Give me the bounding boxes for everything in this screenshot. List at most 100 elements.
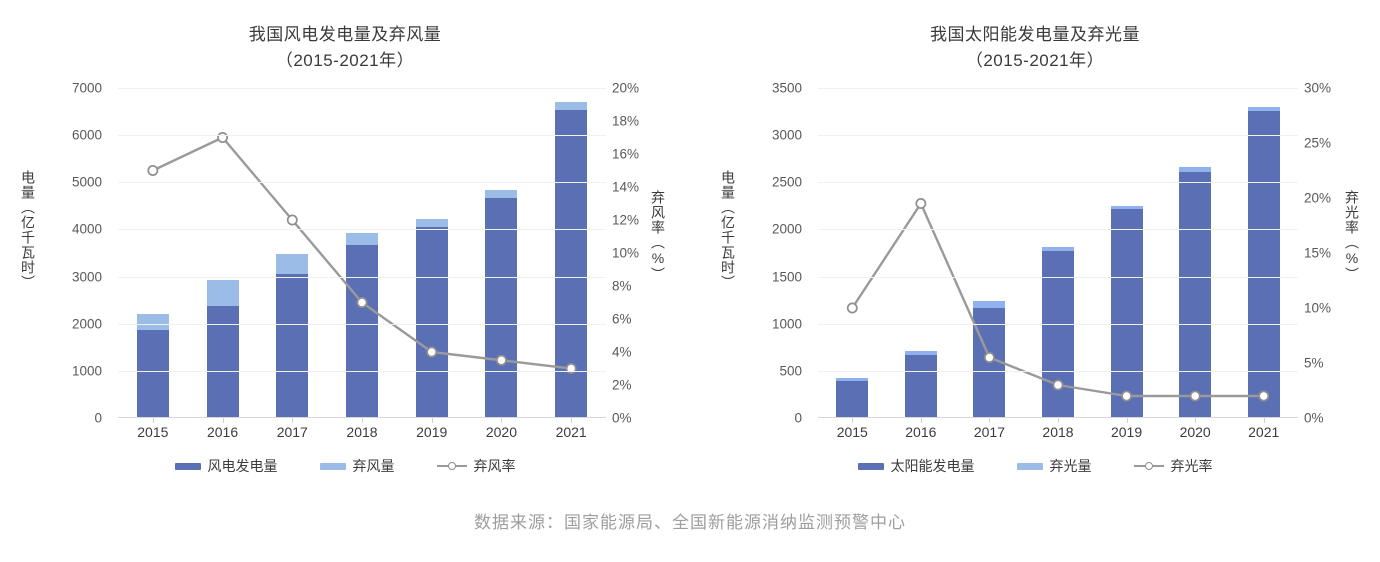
rate-line-solar (846, 198, 1270, 402)
legend-swatch-icon (174, 462, 201, 470)
bar-segment-generation (1247, 111, 1280, 418)
gridline (818, 370, 1298, 372)
bar-segment-generation (1110, 208, 1143, 418)
y2-tick-label: 14% (612, 179, 640, 195)
x-tick-label-2021: 2021 (1248, 424, 1280, 440)
gridline (118, 182, 606, 184)
rate-line-path (851, 202, 1264, 398)
legend-swatch-icon (319, 462, 346, 470)
legend-label: 弃风率 (473, 458, 516, 474)
bar-segment-generation (485, 198, 518, 418)
x-tick-label-2020: 2020 (1179, 424, 1211, 440)
bar-segment-curtailment (415, 218, 448, 227)
y-axis-title-solar-right: 弃光率（%） (1344, 190, 1360, 282)
gridline (118, 229, 606, 231)
rate-point-2015 (846, 302, 858, 314)
legend-item-0[interactable]: 风电发电量 (174, 456, 278, 476)
y-tick-label: 1500 (771, 269, 802, 285)
y-tick-label: 1000 (771, 316, 802, 332)
legend-swatch-icon (1016, 462, 1043, 470)
x-tick (1263, 418, 1265, 423)
chart-title-wind-line2: （2015-2021年） (275, 51, 415, 70)
x-tick-label-2017: 2017 (973, 424, 1005, 440)
bar-2017 (973, 300, 1006, 418)
legend-item-2[interactable]: 弃风率 (436, 456, 516, 476)
bar-segment-generation (136, 330, 169, 418)
legend-label: 弃光量 (1049, 458, 1092, 474)
y-tick-label: 3500 (771, 80, 802, 96)
legend-wind: 风电发电量 弃风量 弃风率 (0, 456, 690, 476)
x-tick-label-2016: 2016 (905, 424, 937, 440)
x-tick (1195, 418, 1197, 423)
rate-point-2020 (495, 354, 507, 366)
y-tick-label: 1000 (71, 363, 102, 379)
y-axis-labels-solar-left: 0 500 1000 1500 2000 2500 3000 3500 (746, 81, 802, 426)
rate-point-2018 (356, 297, 368, 308)
bar-segment-curtailment (1179, 167, 1212, 173)
bar-segment-generation (836, 381, 869, 418)
rate-point-2019 (426, 346, 438, 358)
y-tick-label: 7000 (71, 80, 102, 96)
x-tick (292, 418, 294, 423)
chart-title-wind-line1: 我国风电发电量及弃风量 (248, 25, 442, 44)
legend-swatch-icon (857, 462, 884, 470)
gridline (118, 323, 606, 325)
rate-point-2017 (983, 352, 995, 363)
legend-solar: 太阳能发电量 弃光量 弃光率 (690, 456, 1380, 476)
y-tick-label: 500 (779, 363, 802, 379)
legend-label: 弃光率 (1170, 458, 1213, 474)
chart-panel-wind: 我国风电发电量及弃风量 （2015-2021年） 电量（亿千瓦时） 弃风率（%）… (0, 0, 690, 500)
gridline (118, 135, 606, 137)
y2-tick-label: 10% (1304, 300, 1332, 316)
chart-title-solar-line1: 我国太阳能发电量及弃光量 (930, 25, 1140, 44)
rate-line-wind (147, 132, 577, 374)
bar-segment-generation (346, 245, 378, 418)
x-axis-labels-wind: 2015 2016 2017 2018 2019 2020 2021 (118, 424, 606, 450)
y2-tick-label: 5% (1304, 355, 1324, 371)
y-tick-label: 0 (794, 410, 802, 426)
x-tick-label-2020: 2020 (485, 424, 517, 440)
chart-title-solar-line2: （2015-2021年） (965, 51, 1105, 70)
y2-tick-label: 18% (612, 113, 640, 129)
legend-item-1[interactable]: 弃光量 (1016, 456, 1092, 476)
bar-segment-curtailment (276, 254, 309, 274)
y-axis-title-solar-left: 电量（亿千瓦时） (720, 170, 736, 290)
bar-2019 (1110, 205, 1143, 418)
bar-2020 (1179, 167, 1212, 418)
x-tick (431, 418, 433, 423)
gridline (818, 88, 1298, 89)
y2-tick-label: 4% (612, 344, 632, 360)
x-tick-label-2016: 2016 (206, 424, 239, 440)
y2-tick-label: 20% (612, 80, 640, 96)
gridline (118, 276, 606, 278)
y-tick-label: 3000 (771, 127, 802, 143)
bar-segment-generation (276, 273, 309, 418)
x-tick-label-2015: 2015 (137, 424, 169, 440)
rate-point-2015 (147, 165, 159, 176)
bar-segment-curtailment (904, 351, 937, 356)
x-tick-label-2018: 2018 (1042, 424, 1074, 440)
y-tick-label: 2000 (71, 316, 102, 332)
gridline (818, 182, 1298, 184)
rate-point-2018 (1052, 379, 1064, 391)
rate-point-2021 (565, 363, 577, 374)
x-tick (1126, 418, 1128, 423)
x-axis-line-wind (118, 417, 606, 418)
x-tick-label-2015: 2015 (836, 424, 868, 440)
legend-item-2[interactable]: 弃光率 (1133, 456, 1213, 476)
x-tick (501, 418, 503, 423)
chart-title-solar: 我国太阳能发电量及弃光量 （2015-2021年） (690, 22, 1380, 74)
legend-item-1[interactable]: 弃风量 (319, 456, 395, 476)
y2-tick-label: 20% (1304, 190, 1332, 206)
y2-tick-label: 25% (1304, 135, 1332, 151)
bar-segment-curtailment (555, 102, 588, 111)
bar-group-solar (818, 88, 1298, 418)
gridline (118, 370, 606, 372)
chart-title-wind: 我国风电发电量及弃风量 （2015-2021年） (0, 22, 690, 74)
x-tick (362, 418, 363, 423)
legend-item-0[interactable]: 太阳能发电量 (857, 456, 975, 476)
bar-2017 (276, 254, 309, 418)
y2-tick-label: 12% (612, 212, 640, 228)
y-tick-label: 0 (94, 410, 102, 426)
legend-label: 弃风量 (352, 458, 395, 474)
